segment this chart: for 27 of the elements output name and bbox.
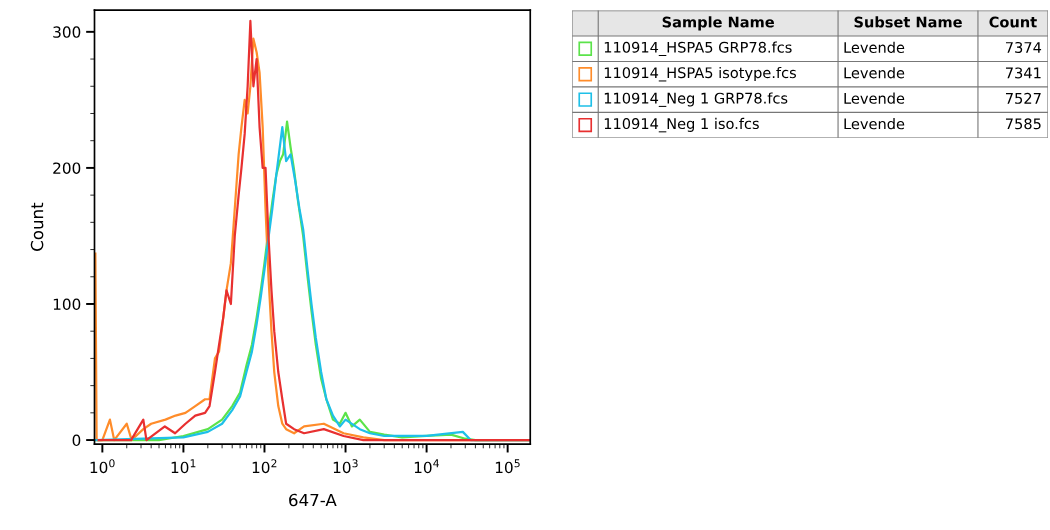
text: Subset Name (854, 16, 962, 28)
legend-label: 110914_HSPA5 isotype.fcs (604, 66, 796, 82)
y-tick-label: 300 (53, 26, 81, 38)
y-tick-label: 0 (72, 434, 81, 447)
x-tick-label: 10$^{5}$ (495, 459, 520, 474)
legend-label: 110914_Neg 1 GRP78.fcs (604, 92, 788, 107)
x-tick-label: 10$^{2}$ (252, 459, 277, 474)
text: 7341 (1005, 67, 1041, 79)
x-tick-label: 10$^{0}$ (90, 459, 115, 474)
y-tick-label: 200 (53, 162, 81, 174)
text: Levende (844, 67, 905, 79)
x-tick-label: 10$^{1}$ (171, 459, 196, 474)
x-tick-label: 10$^{4}$ (414, 459, 439, 474)
legend-label: 110914_Neg 1 iso.fcs (604, 117, 759, 133)
x-tick-label: 10$^{3}$ (333, 459, 358, 474)
text: Sample Name (662, 16, 774, 31)
text: Levende (844, 41, 905, 53)
text: 7374 (1005, 41, 1042, 53)
y-tick-label: 100 (53, 298, 81, 311)
text: 7585 (1005, 118, 1041, 130)
text: Levende (844, 92, 905, 104)
x-axis-title: 647-A (289, 493, 337, 507)
text: Levende (844, 118, 905, 130)
text: 7527 (1005, 92, 1041, 104)
text: Count (989, 16, 1037, 28)
y-axis-title: Count (30, 202, 44, 251)
legend-label: 110914_HSPA5 GRP78.fcs (604, 41, 792, 57)
